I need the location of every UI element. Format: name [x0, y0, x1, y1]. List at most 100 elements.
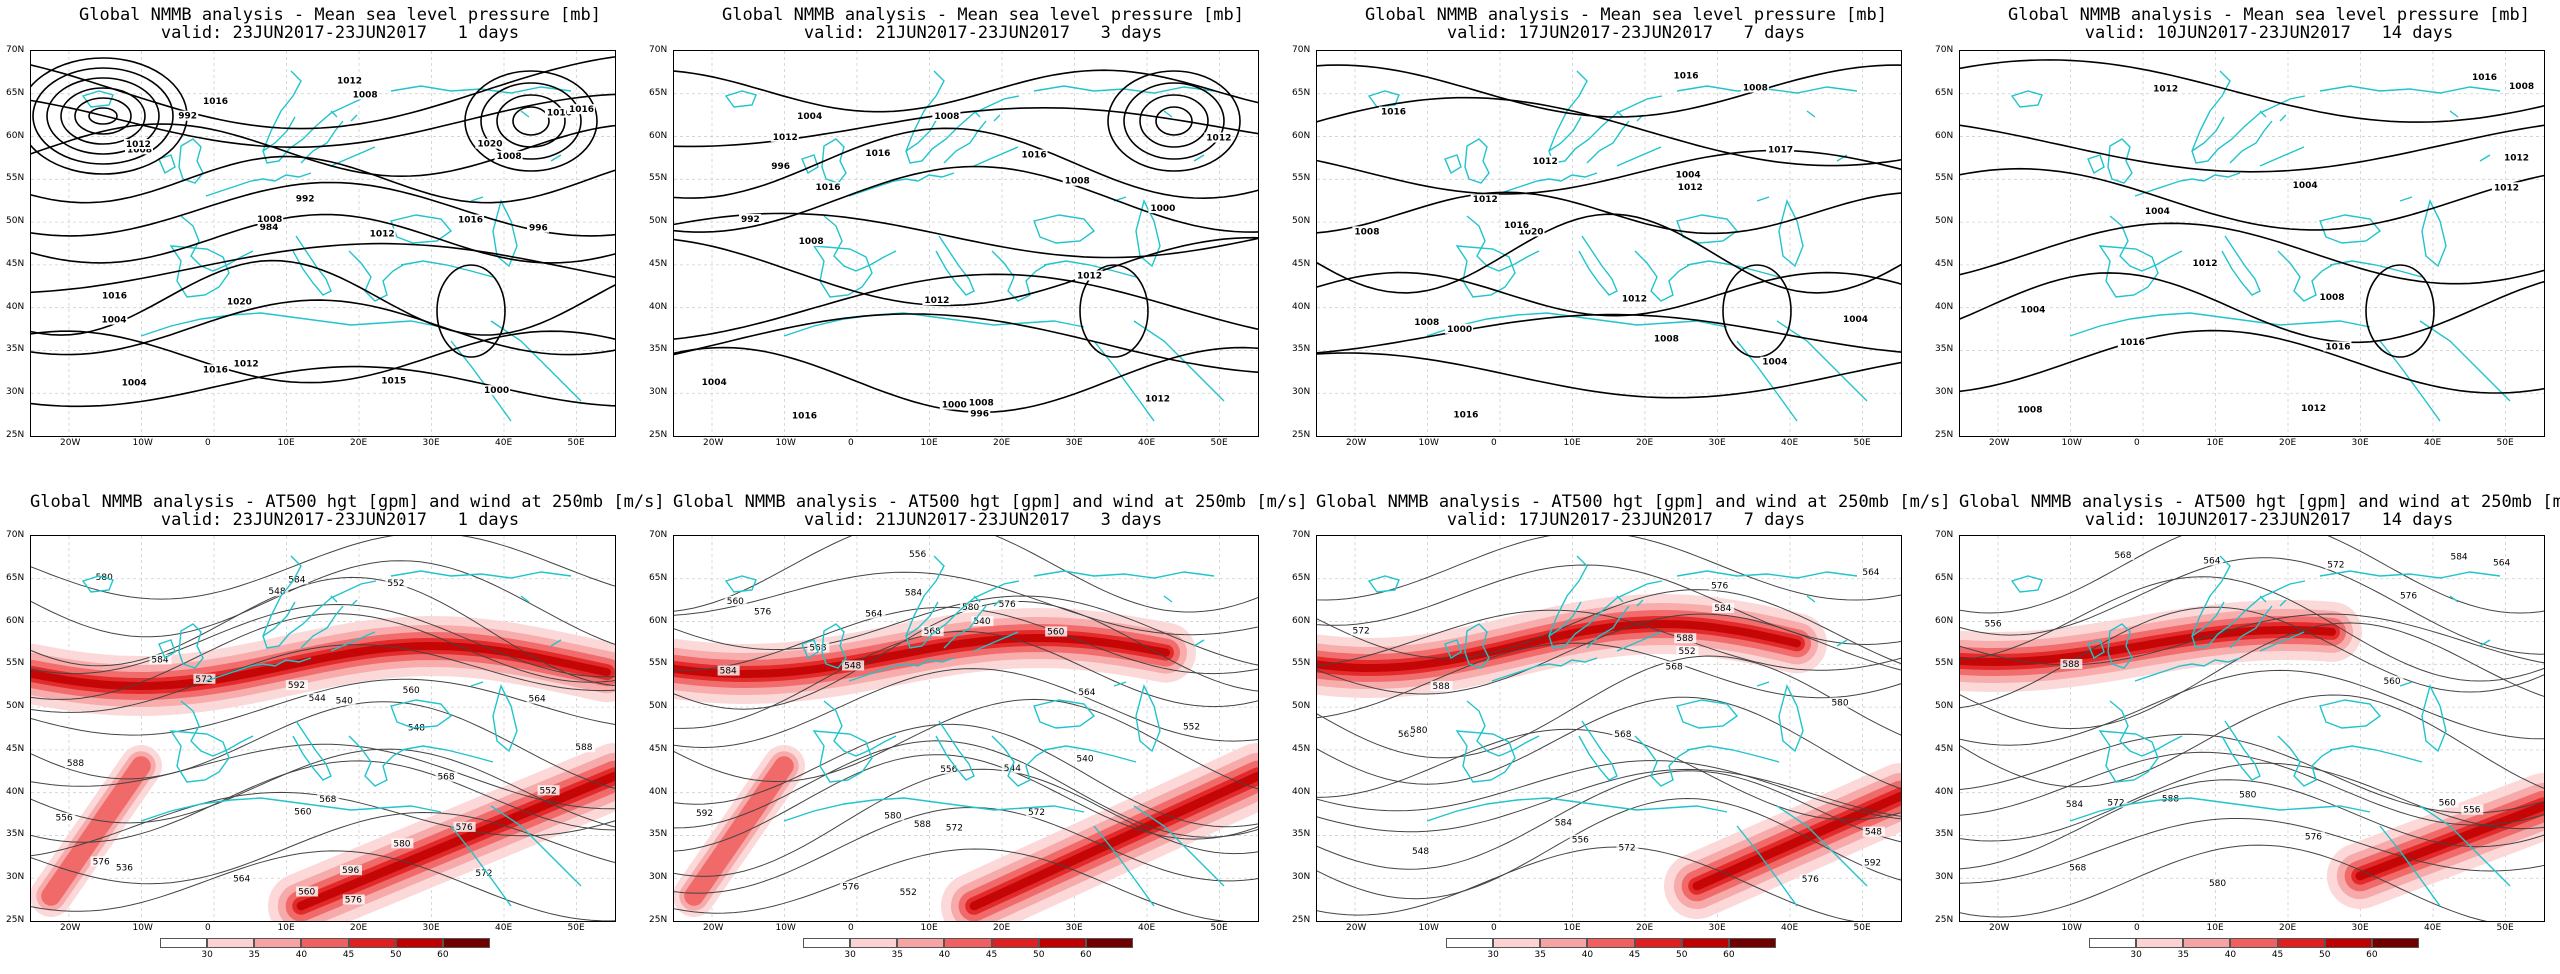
contour-label: 544	[309, 694, 326, 704]
isobar-label-bg	[796, 236, 825, 247]
isobar-labels: 1004 1012 1016 1016 1012 1012 1016 1012 1008 1004…	[2015, 71, 2536, 415]
contour-label-bg	[391, 838, 414, 849]
contour-label: 548	[268, 587, 285, 597]
map-frame: 1004 1008 1012 1016 1020 1016 1016 1016 1012 1012…	[1316, 50, 1902, 437]
contour-label: 572	[1618, 844, 1635, 854]
coastline-segment	[1426, 312, 1728, 337]
lat-tick-label: 30N	[6, 387, 25, 398]
isobar-label: 1008	[1654, 334, 1679, 344]
contour-label: 564	[233, 875, 250, 885]
colorbar-swatch	[897, 938, 945, 948]
isobar-label-bg	[566, 104, 595, 115]
coastline-segment	[2191, 116, 2225, 152]
contour-label: 580	[2239, 790, 2256, 800]
lat-tick-label: 50N	[1935, 701, 1954, 712]
lat-tick-label: 70N	[1292, 45, 1311, 55]
jet-core-west	[684, 756, 794, 906]
low-pressure-ring	[1123, 82, 1225, 160]
isobar-label: 1008	[799, 237, 824, 247]
isobar-label: 1012	[2301, 404, 2326, 414]
height-contour	[31, 644, 615, 713]
coastline-segment	[2319, 85, 2501, 94]
coastline-segment	[330, 110, 562, 202]
isobar-label: 1012	[1077, 271, 1102, 281]
contour-label-bg	[266, 586, 289, 597]
isobar-label-bg	[1470, 194, 1499, 205]
isobar-label-bg	[99, 290, 128, 301]
contour-label-bg	[2067, 862, 2090, 873]
coastline-segment	[935, 235, 975, 296]
contour-label-bg	[2325, 559, 2348, 570]
lat-tick-label: 40N	[1292, 786, 1311, 797]
isobar-label: 1016	[547, 109, 572, 119]
coastline-segment	[158, 154, 176, 175]
isobar-label-bg	[475, 138, 504, 149]
coastline-segment	[801, 639, 819, 660]
map-canvas: 556 560 564 568 572 576 580 584 588 556 560 564 568 5…	[1960, 536, 2544, 921]
height-contour	[1960, 606, 2544, 709]
isobar	[674, 313, 1258, 373]
lon-tick-label: 10W	[1418, 923, 1439, 933]
low-pressure-ring	[60, 87, 146, 145]
lon-tick-label: 20W	[1346, 923, 1367, 933]
isobar	[674, 127, 1258, 200]
contour-label: 548	[1865, 828, 1882, 838]
low-pressure-ring	[464, 70, 598, 172]
contour-label: 584	[905, 588, 922, 598]
lon-tick-label: 40E	[1138, 438, 1156, 448]
contour-label-bg	[693, 807, 716, 818]
contour-label-bg	[526, 693, 549, 704]
isobar-label: 1008	[1065, 177, 1090, 187]
isobar	[1317, 271, 1901, 317]
height-contour	[1960, 733, 2544, 814]
contour-label: 568	[319, 795, 336, 805]
contour-label: 568	[1666, 662, 1683, 672]
coastline-segment	[2010, 90, 2043, 108]
coastline-segment	[492, 684, 518, 753]
contour-label-bg	[2112, 549, 2135, 560]
mslp-panel: Global NMMB analysis - Mean sea level pr…	[649, 0, 1293, 487]
lat-tick-label: 30N	[1935, 872, 1954, 883]
isobar-label: 1016	[2472, 73, 2497, 83]
coastline-segment	[205, 172, 312, 197]
coastline-segment	[973, 595, 1205, 687]
coastline-segment	[1043, 260, 1137, 278]
contour-label-bg	[2397, 590, 2420, 601]
isobar-label: 992	[296, 194, 315, 204]
jet-core-south	[2355, 801, 2544, 881]
coastline-segment	[1616, 110, 1848, 202]
contour-label-bg	[1395, 729, 1418, 740]
contour-label: 576	[754, 608, 771, 618]
isobar-label-bg	[2142, 206, 2171, 217]
isobar-label: 984	[260, 223, 279, 233]
colorbar-tick-label: 40	[2224, 950, 2237, 960]
isobar-label-bg	[119, 377, 148, 388]
isobar-label: 1016	[458, 216, 483, 226]
colorbar-tick-label: 30	[2130, 950, 2142, 960]
coastline-segment	[262, 70, 377, 164]
coastline-segment	[1616, 595, 1848, 687]
contour-label: 560	[2439, 799, 2456, 809]
contour-label-bg	[1861, 857, 1884, 868]
isobar	[674, 273, 1258, 340]
isobar-label-bg	[2151, 83, 2180, 94]
height-contour	[1317, 846, 1855, 921]
coastline-segment	[2010, 575, 2043, 593]
colorbar-tick-label: 35	[248, 950, 261, 960]
lon-tick-label: 20E	[1636, 438, 1654, 448]
lon-tick-label: 10E	[2206, 923, 2224, 933]
isobar-label-bg	[1619, 293, 1648, 304]
contour-label: 584	[1714, 604, 1731, 614]
isobar	[1960, 222, 2544, 285]
contour-label-bg	[2201, 555, 2224, 566]
isobar-label: 1000	[484, 386, 509, 396]
isobar-label-bg	[2290, 180, 2319, 191]
isobar-label: 1012	[370, 230, 395, 240]
coastline-segment	[2109, 700, 2183, 757]
panel-valid-period: valid: 17JUN2017-23JUN2017 7 days	[1446, 23, 1806, 43]
isobar-label: 1012	[1678, 183, 1703, 193]
height-contour	[1317, 696, 1901, 790]
contour-label-bg	[1676, 645, 1699, 656]
isobar-label-bg	[1378, 106, 1407, 117]
lon-tick-label: 10E	[277, 438, 295, 448]
